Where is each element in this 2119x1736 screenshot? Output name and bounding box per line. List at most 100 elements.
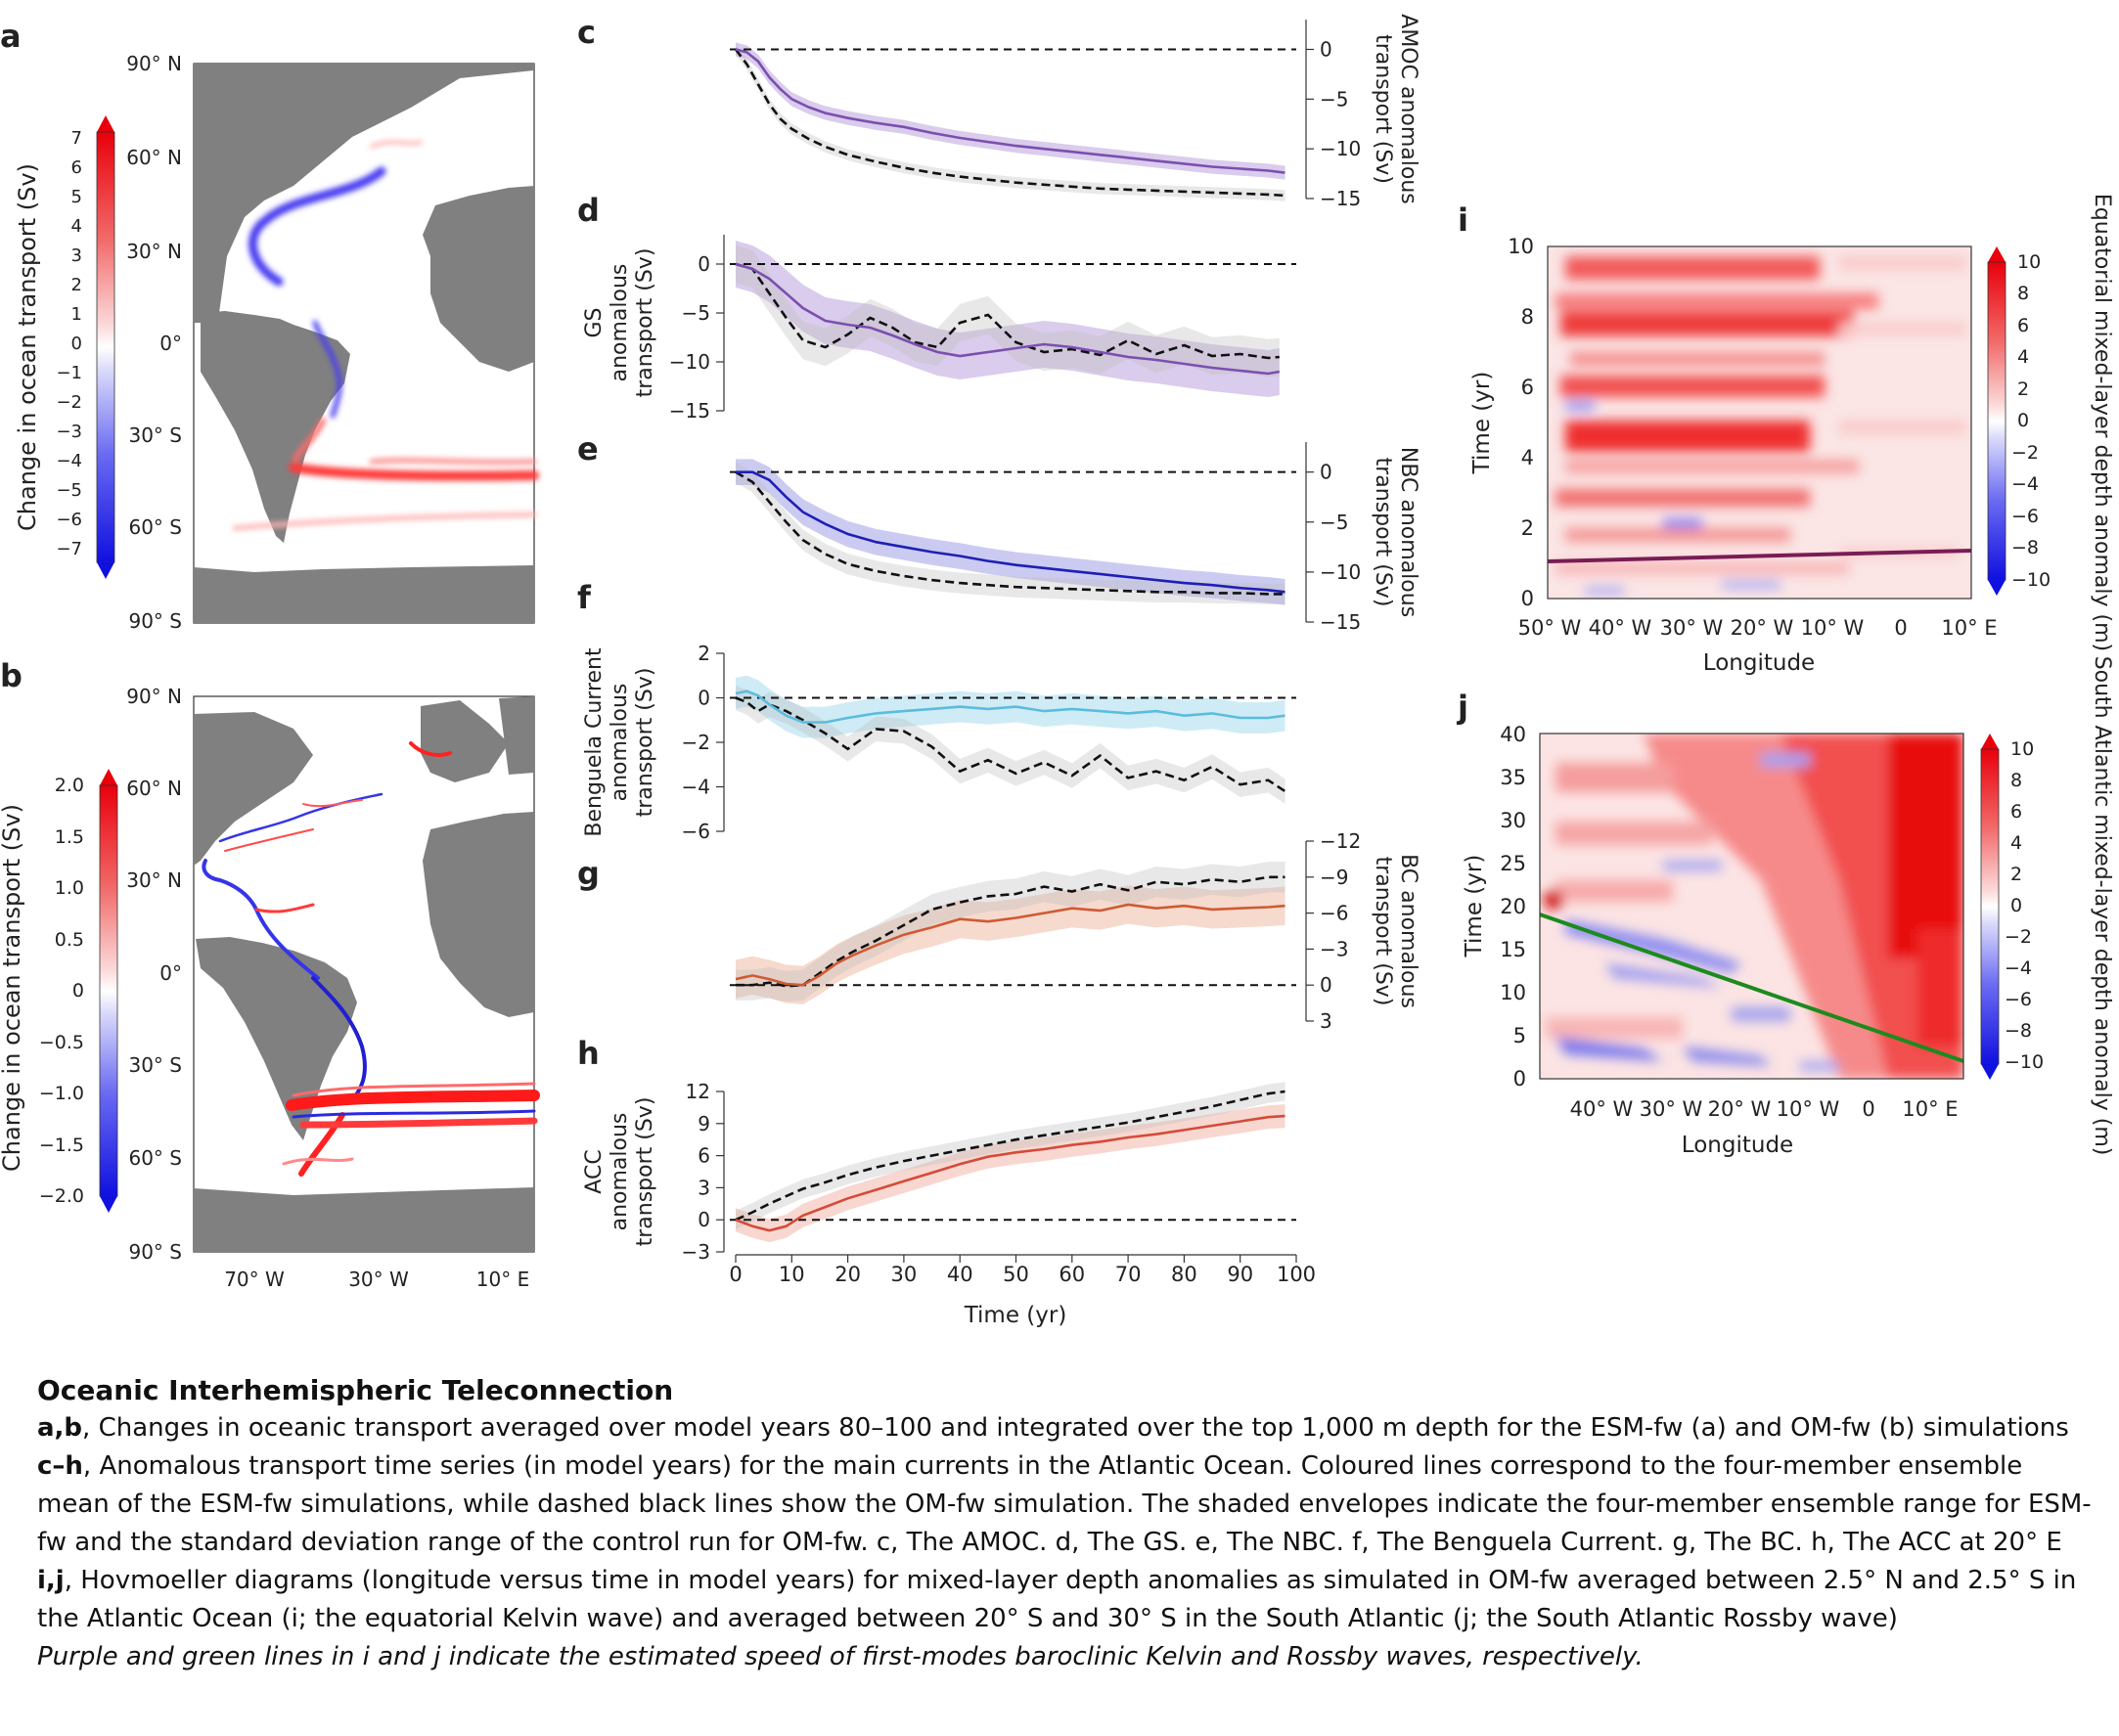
cbar-a-tick: −5: [56, 480, 82, 501]
y-tick-label: −10: [669, 350, 710, 374]
y-tick: 4: [1521, 446, 1534, 469]
panel-i-letter: i: [1458, 201, 1468, 239]
y-axis-label-line: transport (Sv): [1371, 857, 1395, 1006]
cbar-i-tick: −4: [2011, 473, 2039, 495]
cbar-i-tick: −6: [2011, 506, 2039, 527]
map-a-land: [194, 64, 534, 623]
map-b-land: [194, 696, 534, 1252]
lat-tick: 60° N: [126, 146, 182, 169]
y-axis-label-line: BC anomalous: [1396, 854, 1420, 1008]
y-tick-label: 12: [686, 1080, 710, 1103]
series-line-om-fw: [734, 48, 1285, 198]
cbar-j-tick: 0: [2010, 895, 2022, 916]
series-line-om-fw: [736, 875, 1285, 988]
y-tick-label: 0: [698, 252, 710, 276]
y-tick-label: −15: [1320, 187, 1361, 210]
kelvin-wave-speed-line: [1548, 549, 1971, 563]
y-tick-label: −9: [1320, 866, 1348, 889]
y-tick-label: −10: [1320, 137, 1361, 160]
y-axis-label-line: anomalous: [608, 684, 632, 802]
cbar-i-tick: −2: [2011, 442, 2039, 464]
y-axis-label: AMOC anomaloustransport (Sv): [1371, 14, 1420, 203]
y-tick-label: 9: [698, 1112, 710, 1135]
x-tick: 50° W: [1518, 616, 1582, 640]
hovmoeller-j-yticks: 0 5 10 15 20 25 30 35 40: [1500, 723, 1526, 1091]
hovmoeller-i-frame: [1547, 245, 1972, 600]
time-tick: 30: [891, 1263, 918, 1286]
y-tick: 0: [1521, 587, 1534, 610]
cbar-i-tick: −10: [2011, 569, 2051, 591]
y-tick-label: 3: [1320, 1009, 1332, 1033]
rossby-wave-speed-line: [1540, 913, 1963, 1063]
cbar-i-tick: 2: [2017, 378, 2029, 400]
lat-tick: 0°: [159, 961, 182, 985]
y-tick-label: −3: [1320, 937, 1348, 960]
hovmoeller-j-ylabel: Time (yr): [1462, 855, 1487, 958]
x-tick: 0: [1894, 616, 1907, 640]
cbar-j-tick: 4: [2010, 832, 2022, 854]
caption-ij-text: , Hovmoeller diagrams (longitude versus …: [37, 1566, 2077, 1633]
time-tick: 20: [834, 1263, 861, 1286]
cbar-a-tick: 4: [71, 216, 82, 237]
cbar-i-tick: −8: [2011, 537, 2039, 558]
timeseries-panel-e: e 0 −5 −10 −15 NBC anomaloustransport (Sv): [577, 430, 1420, 634]
y-tick-label: −10: [1320, 560, 1361, 584]
y-tick: 5: [1513, 1024, 1526, 1047]
y-tick-label: −6: [1320, 902, 1348, 925]
caption-ab-text: , Changes in oceanic transport averaged …: [82, 1413, 2069, 1443]
cbar-a-label: Change in ocean transport (Sv): [14, 163, 41, 531]
y-tick-label: −15: [1320, 610, 1361, 634]
cbar-a-tick: 2: [71, 275, 82, 295]
cbar-a-tick: 6: [71, 157, 82, 178]
timeseries-panel-c: c 0 −5 −10 −15 AMOC anomaloustransport (Sv): [577, 14, 1420, 210]
y-axis-label-line: anomalous: [608, 1113, 632, 1231]
colorbar-j: 10 8 6 4 2 0 −2 −4 −6 −8 −10 South Atlan…: [1980, 656, 2114, 1156]
cbar-a-tick: 1: [71, 304, 82, 325]
y-tick-label: 2: [698, 642, 710, 665]
map-b-lat-ticks: 90° N 60° N 30° N 0° 30° S 60° S 90° S: [126, 685, 182, 1264]
figure: a 90° N 60° N 30° N 0° 30° S 60° S 90° S: [0, 14, 2114, 1328]
y-axis-label-line: ACC: [582, 1149, 607, 1193]
series-line-ensemble-mean: [735, 262, 1281, 376]
x-tick: 0: [1862, 1097, 1874, 1121]
y-tick: 2: [1521, 516, 1534, 540]
x-tick: 10° E: [1902, 1097, 1958, 1121]
lat-tick: 60° N: [126, 777, 182, 800]
y-axis-label-line: anomalous: [608, 264, 632, 382]
time-tick: 80: [1171, 1263, 1197, 1286]
cbar-b-label: Change in ocean transport (Sv): [0, 804, 25, 1172]
map-a-anomalies: [232, 140, 539, 531]
cbar-b-tick: −0.5: [39, 1032, 84, 1053]
panel-f-letter: f: [577, 579, 592, 616]
y-tick-label: 0: [1320, 973, 1332, 997]
y-tick: 10: [1500, 981, 1526, 1004]
cbar-b-tick: 0.5: [55, 929, 84, 951]
x-tick: 40° W: [1570, 1097, 1634, 1121]
panel-d-letter: d: [577, 192, 600, 229]
y-tick: 35: [1500, 766, 1526, 789]
x-tick: 10° W: [1777, 1097, 1840, 1121]
cbar-j-tick: 6: [2010, 801, 2022, 823]
y-tick: 0: [1513, 1067, 1526, 1091]
y-tick: 15: [1500, 938, 1526, 961]
y-tick-label: 0: [1320, 38, 1332, 62]
cbar-j-tick: 8: [2010, 770, 2022, 791]
y-tick-label: −15: [669, 399, 710, 423]
cbar-a-tick: −1: [56, 363, 82, 383]
y-axis-label: Benguela Currentanomaloustransport (Sv): [582, 647, 657, 837]
cbar-j-label: South Atlantic mixed-layer depth anomaly…: [2090, 656, 2114, 1156]
hovmoeller-i-field: [1548, 246, 1971, 599]
colorbar-a: 7 6 5 4 3 2 1 0 −1 −2 −3 −4 −5 −6 −7 Cha…: [14, 115, 115, 579]
y-tick: 6: [1521, 376, 1534, 399]
panel-a: a 90° N 60° N 30° N 0° 30° S 60° S 90° S: [0, 18, 539, 633]
timeseries-panel-h: h 12 9 6 3 0 −3 ACCanomaloustransport (Sv): [577, 1035, 1296, 1264]
y-tick: 40: [1500, 723, 1526, 746]
y-axis-label-line: AMOC anomalous: [1396, 14, 1420, 203]
y-tick-label: 6: [698, 1144, 710, 1168]
y-axis-label: NBC anomaloustransport (Sv): [1371, 447, 1420, 617]
y-tick: 8: [1521, 305, 1534, 329]
panel-b: b 90° N 60° N 30° N: [0, 657, 540, 1291]
cbar-b-tick: −1.0: [39, 1083, 84, 1104]
y-tick-label: −2: [682, 731, 710, 754]
y-tick: 30: [1500, 809, 1526, 832]
